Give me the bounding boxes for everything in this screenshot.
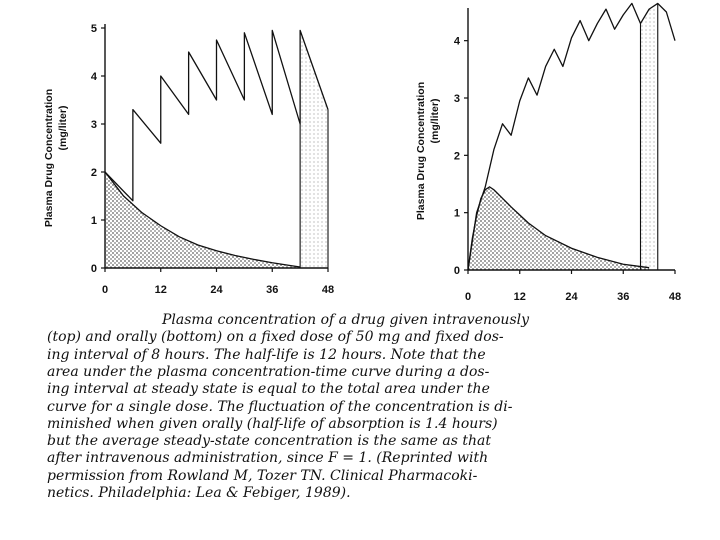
multiple-dose-curve bbox=[104, 29, 329, 202]
x-tick-label: 12 bbox=[155, 284, 167, 296]
caption-line: but the average steady-state concentrati… bbox=[47, 433, 491, 450]
caption-line: ing interval at steady state is equal to… bbox=[47, 381, 490, 398]
x-tick-label: 36 bbox=[266, 284, 278, 296]
figure-caption: Plasma concentration of a drug given int… bbox=[0, 312, 720, 540]
caption-line: curve for a single dose. The fluctuation… bbox=[47, 398, 513, 415]
x-tick-label: 36 bbox=[617, 291, 629, 303]
x-tick-label: 24 bbox=[565, 291, 578, 303]
y-tick-label: 1 bbox=[91, 215, 97, 227]
y-tick-label: 0 bbox=[454, 265, 460, 277]
caption-line: (top) and orally (bottom) on a fixed dos… bbox=[47, 329, 504, 346]
y-tick-label: 3 bbox=[91, 119, 97, 131]
y-axis-unit-label: (mg/liter) bbox=[57, 106, 69, 151]
x-tick-label: 48 bbox=[669, 291, 681, 303]
x-tick-label: 48 bbox=[322, 284, 334, 296]
x-tick-label: 24 bbox=[210, 284, 223, 296]
single-dose-curve bbox=[104, 171, 301, 268]
x-tick-label: 0 bbox=[465, 291, 471, 303]
y-tick-label: 3 bbox=[454, 93, 460, 105]
caption-line: permission from Rowland M, Tozer TN. Cli… bbox=[47, 467, 478, 484]
y-axis-unit-label: (mg/liter) bbox=[429, 99, 441, 144]
single-dose-area bbox=[105, 172, 301, 268]
steady-state-interval-area bbox=[640, 3, 658, 271]
y-tick-label: 0 bbox=[91, 263, 97, 275]
x-tick-label: 0 bbox=[102, 284, 108, 296]
y-tick-label: 5 bbox=[91, 23, 97, 35]
steady-state-interval-area bbox=[300, 30, 328, 269]
caption-line: netics. Philadelphia: Lea & Febiger, 198… bbox=[47, 485, 351, 501]
y-tick-label: 2 bbox=[91, 167, 97, 179]
y-tick-label: 1 bbox=[454, 208, 460, 220]
y-tick-label: 4 bbox=[454, 36, 461, 48]
caption-line: after intravenous administration, since … bbox=[47, 450, 489, 467]
y-tick-label: 2 bbox=[454, 150, 460, 162]
caption-line: Plasma concentration of a drug given int… bbox=[162, 312, 530, 328]
single-dose-area bbox=[468, 186, 650, 270]
caption-line: minished when given orally (half-life of… bbox=[47, 415, 498, 432]
caption-line: ing interval of 8 hours. The half-life i… bbox=[47, 346, 486, 363]
caption-line: area under the plasma concentration-time… bbox=[47, 363, 490, 380]
y-axis-label: Plasma Drug Concentration bbox=[415, 82, 427, 220]
y-axis-label: Plasma Drug Concentration bbox=[43, 89, 55, 227]
x-tick-label: 12 bbox=[514, 291, 526, 303]
y-tick-label: 4 bbox=[91, 71, 98, 83]
